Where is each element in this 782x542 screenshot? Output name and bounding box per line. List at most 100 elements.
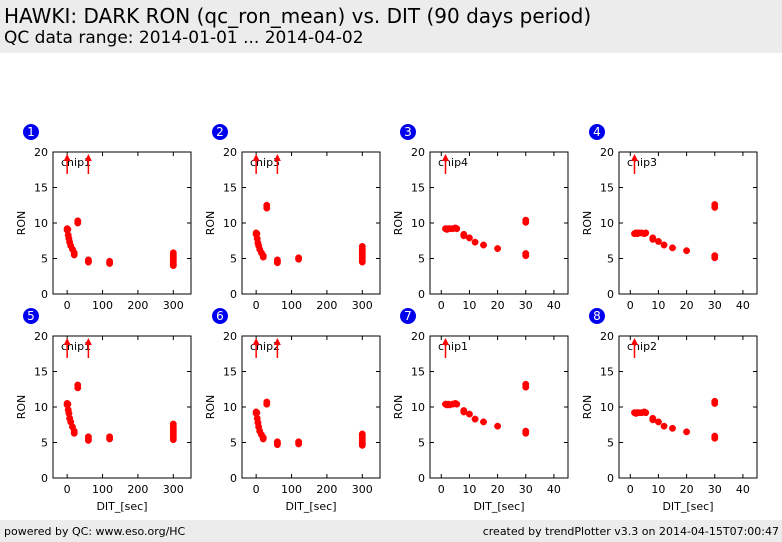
x-tick-label: 10 (651, 483, 665, 496)
data-point (480, 241, 487, 249)
data-point (494, 245, 502, 253)
x-tick-label: 40 (736, 483, 750, 496)
y-tick-label: 5 (230, 253, 237, 266)
panel-number-label: 2 (216, 125, 224, 139)
y-tick-label: 0 (607, 472, 614, 485)
data-point (465, 234, 473, 242)
data-point (84, 436, 92, 444)
panel-number-badge (212, 124, 228, 140)
x-tick-label: 40 (736, 299, 750, 312)
x-axis-label: DIT_[sec] (96, 500, 147, 513)
panel-number-label: 5 (27, 309, 35, 323)
panel-number-label: 6 (216, 309, 224, 323)
x-tick-label: 200 (127, 483, 148, 496)
y-tick-label: 5 (41, 437, 48, 450)
out-of-range-arrow (252, 154, 260, 174)
x-tick-label: 200 (316, 299, 337, 312)
y-tick-label: 0 (607, 288, 614, 301)
footer-bar: powered by QC: www.eso.org/HC created by… (0, 520, 782, 542)
y-tick-label: 20 (411, 330, 425, 343)
y-tick-label: 10 (600, 401, 614, 414)
y-tick-label: 15 (34, 182, 48, 195)
data-point (522, 429, 530, 437)
y-tick-label: 10 (411, 217, 425, 230)
y-tick-label: 15 (411, 182, 425, 195)
out-of-range-arrow (441, 338, 449, 358)
data-point (453, 400, 461, 408)
y-tick-label: 20 (411, 146, 425, 159)
y-tick-label: 10 (411, 401, 425, 414)
y-tick-label: 10 (223, 401, 237, 414)
data-point (84, 258, 92, 266)
data-point (660, 422, 668, 430)
panel-number-badge (589, 308, 605, 324)
panel-number-label: 7 (404, 309, 412, 323)
data-point (471, 238, 479, 246)
x-tick-label: 0 (64, 299, 71, 312)
data-point (711, 203, 719, 211)
arrow-head (84, 154, 92, 161)
y-axis-label: RON (581, 211, 594, 236)
data-point (74, 384, 82, 392)
x-tick-label: 100 (281, 299, 302, 312)
data-point (480, 418, 487, 426)
plot-frame (241, 151, 381, 295)
panel-number-badge (589, 124, 605, 140)
x-tick-label: 0 (438, 483, 445, 496)
data-point (106, 260, 114, 267)
data-point (669, 244, 676, 252)
data-point (295, 255, 303, 263)
arrow-head (630, 154, 638, 161)
data-point (642, 229, 650, 237)
out-of-range-arrow (630, 154, 638, 174)
out-of-range-arrow (84, 338, 92, 358)
data-point (263, 204, 271, 212)
y-tick-label: 15 (223, 182, 237, 195)
plot-frame (52, 151, 192, 295)
data-point (295, 440, 303, 448)
panel-number-badge (23, 308, 39, 324)
data-point (70, 251, 78, 259)
y-tick-label: 20 (223, 146, 237, 159)
y-axis-label: RON (392, 395, 405, 420)
x-tick-label: 0 (64, 483, 71, 496)
x-axis-label: DIT_[sec] (473, 500, 524, 513)
panel-number-badge (212, 308, 228, 324)
footer-credit: powered by QC: www.eso.org/HC (4, 525, 186, 538)
out-of-range-arrow (273, 154, 281, 174)
x-tick-label: 10 (651, 299, 665, 312)
data-point (711, 254, 719, 262)
x-tick-label: 300 (352, 299, 373, 312)
out-of-range-arrow (63, 338, 71, 358)
data-point (64, 400, 72, 408)
panel-number-label: 1 (27, 125, 35, 139)
y-tick-label: 0 (230, 472, 237, 485)
y-tick-label: 15 (223, 366, 237, 379)
arrow-head (63, 338, 71, 345)
data-point (711, 400, 719, 407)
y-tick-label: 5 (41, 253, 48, 266)
data-point (522, 383, 530, 391)
y-tick-label: 10 (223, 217, 237, 230)
chip-label: chip3 (627, 156, 657, 169)
panel-number-badge (400, 308, 416, 324)
y-axis-label: RON (15, 395, 28, 420)
chip-label: chip2 (627, 340, 657, 353)
x-tick-label: 30 (708, 299, 722, 312)
x-tick-label: 30 (519, 483, 533, 496)
header-bar: HAWKI: DARK RON (qc_ron_mean) vs. DIT (9… (0, 0, 782, 53)
x-tick-label: 100 (281, 483, 302, 496)
data-point (169, 262, 177, 270)
y-axis-label: RON (204, 395, 217, 420)
y-tick-label: 0 (41, 288, 48, 301)
y-tick-label: 5 (230, 437, 237, 450)
out-of-range-arrow (84, 154, 92, 174)
data-point (642, 409, 650, 417)
arrow-head (63, 154, 71, 161)
data-point (64, 225, 72, 233)
plot-frame (241, 335, 381, 479)
y-tick-label: 10 (34, 401, 48, 414)
